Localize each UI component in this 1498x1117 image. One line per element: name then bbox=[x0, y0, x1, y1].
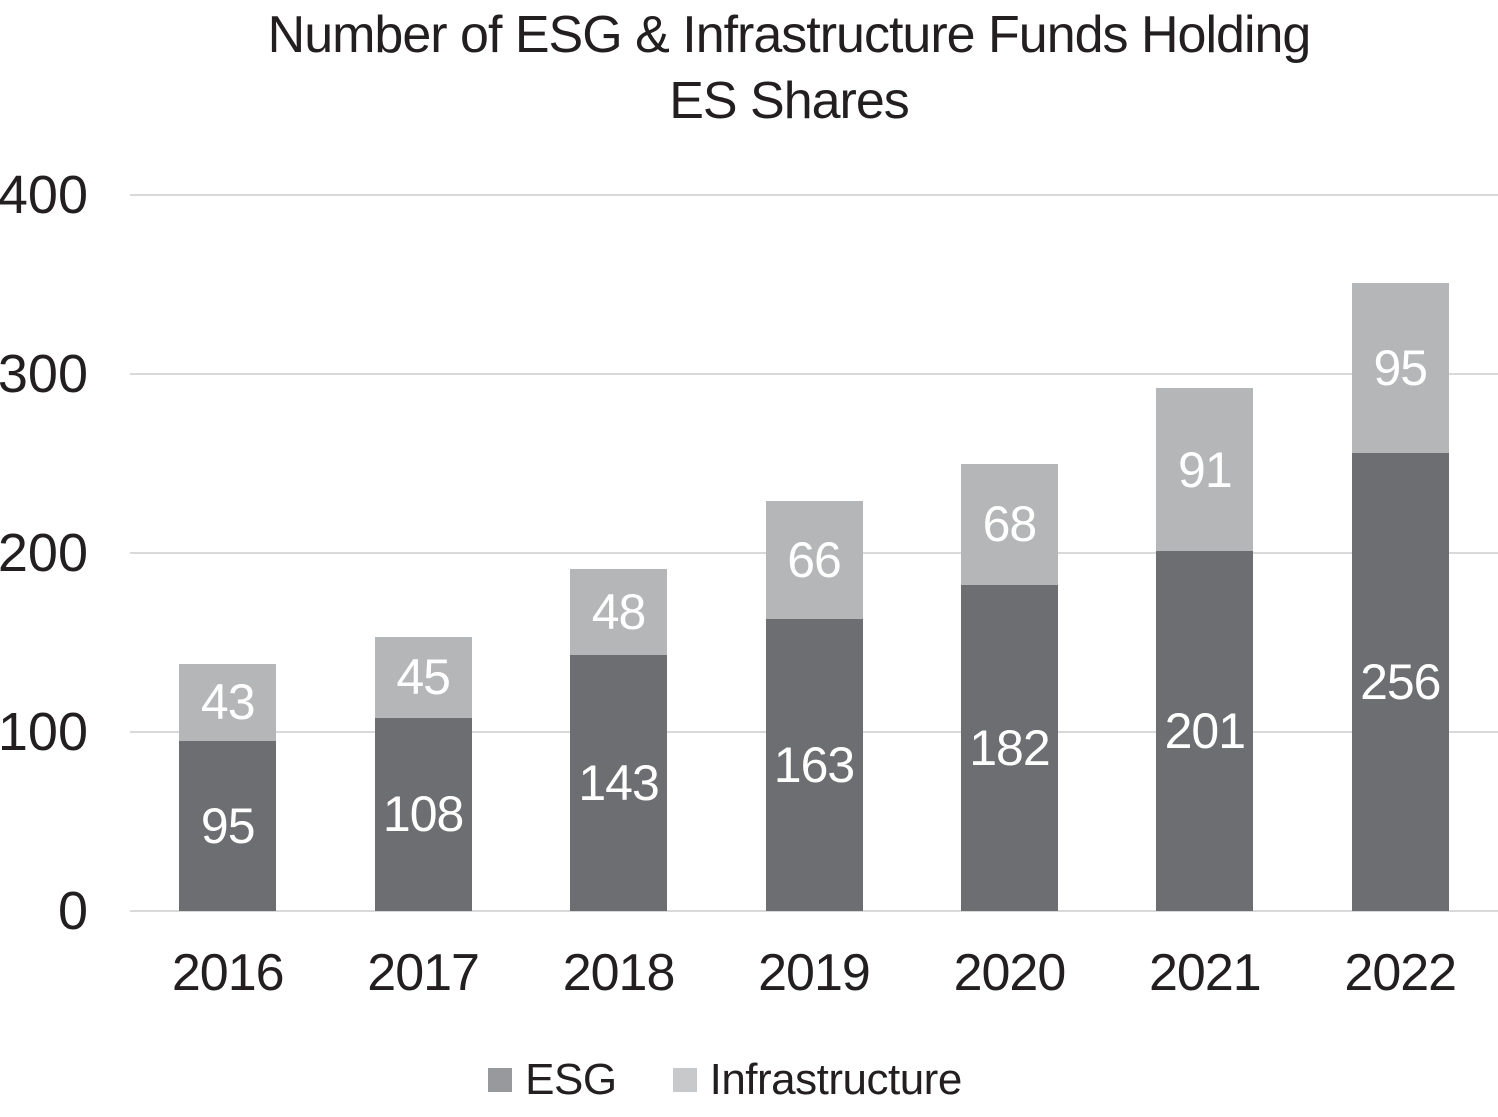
chart-title-line1: Number of ESG & Infrastructure Funds Hol… bbox=[267, 6, 1312, 64]
x-axis-tick-2018: 2018 bbox=[562, 944, 676, 1002]
bar-2017: 108 45 bbox=[374, 637, 472, 911]
y-axis-tick-300: 300 bbox=[0, 344, 88, 404]
bar-segment-infrastructure-2022: 95 bbox=[1351, 282, 1449, 453]
x-axis-tick-2016: 2016 bbox=[171, 944, 285, 1002]
data-label-infrastructure-2018: 48 bbox=[591, 584, 647, 641]
bar-segment-infrastructure-2019: 66 bbox=[765, 501, 863, 620]
bar-segment-esg-2020: 182 bbox=[960, 585, 1058, 911]
legend-swatch-infrastructure bbox=[672, 1068, 697, 1092]
bar-2022: 256 95 bbox=[1351, 282, 1449, 911]
data-label-infrastructure-2016: 43 bbox=[200, 674, 256, 731]
bar-2016: 95 43 bbox=[179, 663, 277, 911]
bar-segment-infrastructure-2021: 91 bbox=[1156, 388, 1254, 552]
x-axis-tick-2019: 2019 bbox=[758, 944, 871, 1002]
data-label-esg-2016: 95 bbox=[200, 797, 256, 854]
data-label-infrastructure-2021: 91 bbox=[1178, 441, 1233, 498]
gridline-y0 bbox=[130, 910, 1498, 912]
chart-title-line2: ES Shares bbox=[669, 72, 910, 130]
legend: ESG Infrastructure bbox=[0, 1050, 1450, 1110]
legend-item-esg: ESG bbox=[488, 1055, 617, 1105]
y-axis-tick-400: 400 bbox=[0, 165, 88, 225]
legend-swatch-esg bbox=[488, 1068, 513, 1092]
data-label-esg-2019: 163 bbox=[773, 737, 855, 794]
y-axis-tick-100: 100 bbox=[0, 702, 88, 762]
bar-2019: 163 66 bbox=[765, 501, 863, 911]
chart-title: Number of ESG & Infrastructure Funds Hol… bbox=[80, 2, 1498, 134]
bar-2020: 182 68 bbox=[960, 463, 1058, 911]
bar-segment-esg-2019: 163 bbox=[765, 619, 863, 911]
bar-segment-esg-2021: 201 bbox=[1156, 551, 1254, 911]
bar-segment-infrastructure-2017: 45 bbox=[374, 637, 472, 718]
bar-segment-esg-2017: 108 bbox=[374, 717, 472, 911]
x-axis-tick-2017: 2017 bbox=[367, 944, 480, 1002]
legend-label-esg: ESG bbox=[525, 1055, 617, 1104]
bar-segment-esg-2016: 95 bbox=[179, 740, 277, 911]
x-axis-tick-2020: 2020 bbox=[953, 944, 1067, 1002]
data-label-infrastructure-2022: 95 bbox=[1373, 339, 1428, 396]
data-label-infrastructure-2019: 66 bbox=[787, 532, 842, 589]
data-label-esg-2021: 201 bbox=[1164, 703, 1246, 760]
y-axis-tick-200: 200 bbox=[0, 523, 88, 583]
data-label-infrastructure-2020: 68 bbox=[982, 496, 1038, 553]
x-axis-tick-2022: 2022 bbox=[1344, 944, 1457, 1002]
data-label-esg-2020: 182 bbox=[969, 720, 1050, 777]
bar-2021: 201 91 bbox=[1156, 388, 1254, 911]
bar-segment-infrastructure-2018: 48 bbox=[570, 569, 668, 656]
bar-segment-infrastructure-2016: 43 bbox=[179, 663, 277, 741]
data-label-esg-2022: 256 bbox=[1360, 653, 1441, 710]
legend-label-infrastructure: Infrastructure bbox=[709, 1055, 963, 1104]
x-axis-tick-2021: 2021 bbox=[1149, 944, 1262, 1002]
gridline-y300 bbox=[130, 373, 1498, 375]
legend-item-infrastructure: Infrastructure bbox=[672, 1055, 963, 1105]
bar-segment-infrastructure-2020: 68 bbox=[960, 463, 1058, 586]
bar-segment-esg-2022: 256 bbox=[1351, 452, 1449, 911]
bar-2018: 143 48 bbox=[570, 569, 668, 911]
data-label-infrastructure-2017: 45 bbox=[396, 649, 451, 706]
bar-segment-esg-2018: 143 bbox=[570, 655, 668, 911]
data-label-esg-2018: 143 bbox=[578, 755, 659, 811]
gridline-y400 bbox=[130, 194, 1498, 196]
y-axis-tick-0: 0 bbox=[57, 881, 88, 941]
data-label-esg-2017: 108 bbox=[382, 786, 464, 843]
